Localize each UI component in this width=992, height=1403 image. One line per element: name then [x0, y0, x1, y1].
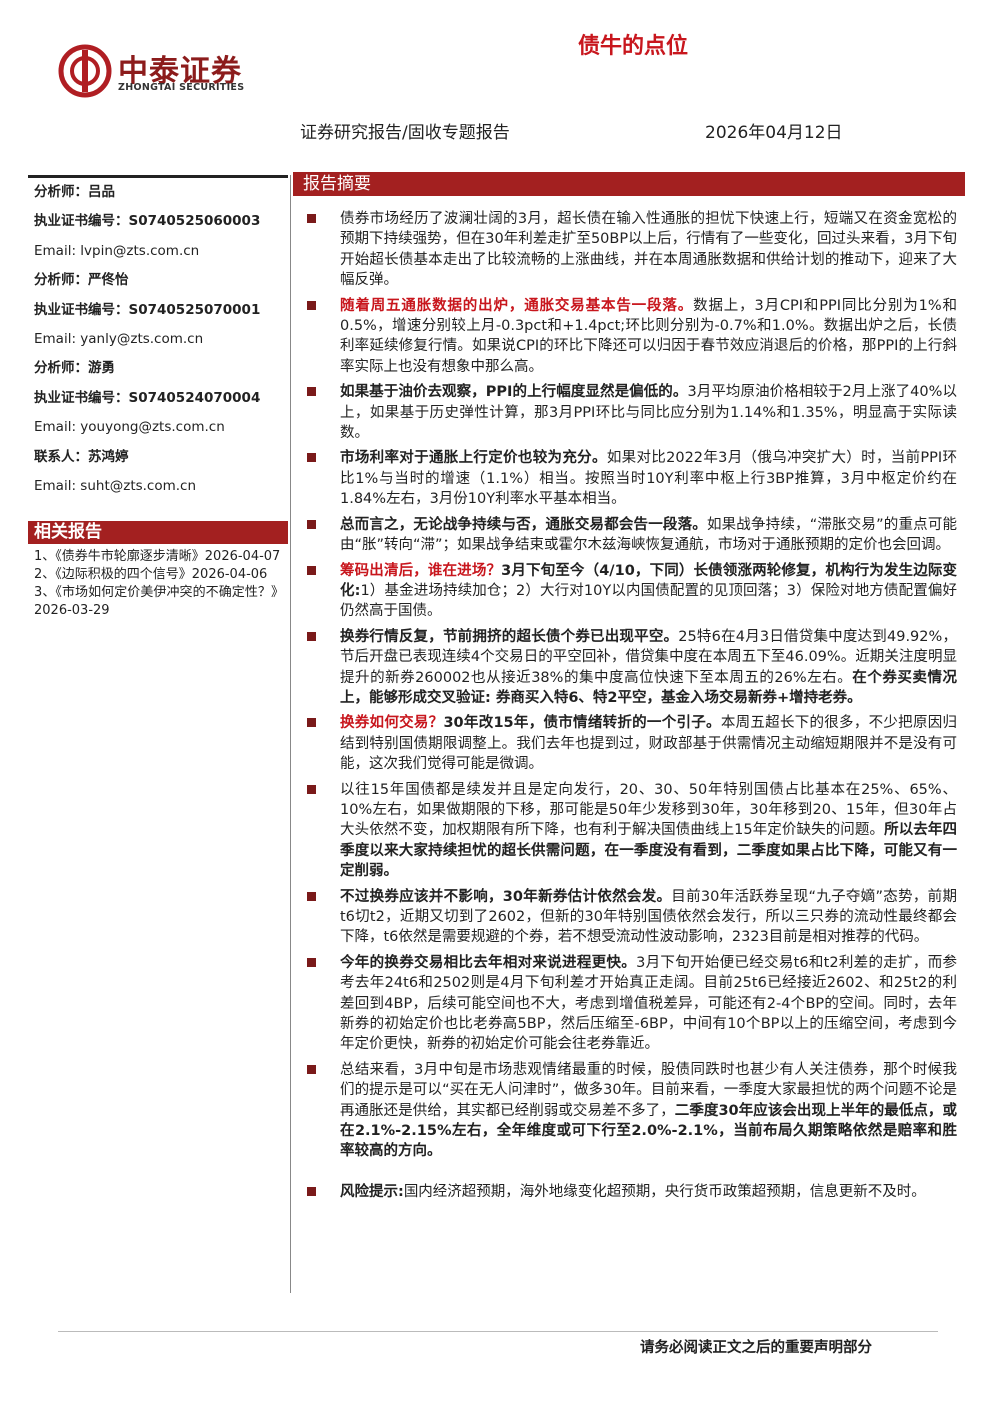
- bullet: 换券行情反复，节前拥挤的超长债个券已出现平空。25特6在4月3日借贷集中度达到4…: [293, 627, 965, 709]
- contact: 联系人：苏鸿婷: [34, 448, 129, 465]
- sidebar: 分析师：吕品执业证书编号：S0740525060003 Email: lvpin@…: [28, 175, 288, 620]
- text-run: 总结来看，3月中旬是市场悲观情绪最重的时候，股债同跌时也甚少有人关注债券，那个时…: [340, 1061, 957, 1119]
- summary: 报告摘要 债券市场经历了波澜壮阔的3月，超长债在输入性通胀的担忧下快速上行，短端…: [293, 172, 965, 1207]
- bullet-list: 债券市场经历了波澜壮阔的3月，超长债在输入性通胀的担忧下快速上行，短端又在资金宽…: [293, 209, 965, 1162]
- text-run: 不过换券应该并不影响，30年新券估计依然会发。: [340, 888, 672, 905]
- contact: 执业证书编号：S0740525070001: [34, 301, 261, 318]
- related-title: 1、《债券牛市轮廓逐步清晰》: [34, 549, 205, 565]
- date: 2026年04月12日: [705, 123, 843, 143]
- text-run: 市场利率对于通胀上行定价也较为充分。: [340, 450, 607, 467]
- text-run: 30年改15年，债市情绪转折的一个引子。: [443, 715, 721, 732]
- text-run: 3月下旬开始便已经交易t6和t2利差的走扩，而参考去年24t6和2502则是4月…: [340, 954, 958, 1053]
- bullet: 风险提示:国内经济超预期，海外地缘变化超预期，央行货币政策超预期，信息更新不及时…: [293, 1182, 965, 1202]
- text-run: 目前30年活跃券呈现“九子夺嫡”态势，前期t6切t2，近期又切到了2602，但新…: [340, 888, 957, 946]
- bullet: 今年的换券交易相比去年相对来说进程更快。3月下旬开始便已经交易t6和t2利差的走…: [293, 953, 965, 1055]
- bullet: 市场利率对于通胀上行定价也较为充分。如果对比2022年3月（俄乌冲突扩大）时，当…: [293, 448, 965, 509]
- text-run: 二季度30年应该会出现上半年的最低点，或在2.1%-2.15%左右，全年维度或可…: [340, 1102, 957, 1160]
- related-date: 2026-03-29: [34, 603, 110, 619]
- footer-line: [58, 1331, 938, 1332]
- related-date: 2026-04-07: [204, 549, 281, 565]
- text-run: 换券行情反复，节前拥挤的超长债个券已出现平空。: [340, 628, 679, 645]
- text-run: 数据上，3月CPI和PPI同比分别为1%和0.5%，增速分别较上月-0.3pct…: [340, 297, 958, 375]
- text-run: 如果基于油价去观察，PPI的上行幅度显然是偏低的。: [340, 384, 688, 401]
- contact: 分析师：严佟怡: [34, 272, 129, 289]
- bullet: 以往15年国债都是续发并且是定向发行，20、30、50年特别国债占比基本在25%…: [293, 780, 965, 882]
- text-run: 25特6在4月3日借贷集中度达到49.92%，节后开盘已表现连续4个交易日的平空…: [340, 628, 957, 686]
- contact: 执业证书编号：S0740525060003: [34, 213, 261, 230]
- text-run: 今年的换券交易相比去年相对来说进程更快。: [340, 954, 637, 971]
- bullet: 总而言之，无论战争持续与否，通胀交易都会告一段落。如果战争持续，“滞胀交易”的重…: [293, 515, 965, 556]
- text-run: 风险提示:: [340, 1183, 404, 1200]
- related-date: 2026-04-06: [191, 567, 268, 583]
- report-type: 证券研究报告/固收专题报告: [300, 123, 510, 143]
- bullet: 筹码出清后，谁在进场？3月下旬至今（4/10，下同）长债领涨两轮修复，机构行为发…: [293, 561, 965, 622]
- related-item: 2、《边际积极的四个信号》2026-04-06: [28, 566, 288, 584]
- text-run: 随着周五通胀数据的出炉，通胀交易基本告一段落。: [340, 297, 694, 314]
- contact: Email: suht@zts.com.cn: [34, 478, 197, 495]
- footer: 请务必阅读正文之后的重要声明部分: [640, 1340, 872, 1356]
- contact: 分析师：吕品: [34, 184, 115, 200]
- text-run: 如果对比2022年3月（俄乌冲突扩大）时，当前PPI环比1%与当时的增速（1.1…: [340, 450, 958, 508]
- logo-name: 中泰证券: [118, 54, 242, 89]
- title: 债牛的点位: [578, 34, 689, 59]
- bullet: 换券如何交易？30年改15年，债市情绪转折的一个引子。本周五超长下的很多，不少把…: [293, 713, 965, 774]
- text-run: 本周五超长下的很多，不少把原因归结到特别国债期限调整上。我们去年也提到过，财政部…: [340, 715, 958, 773]
- related-reports: 相关报告 1、《债券牛市轮廓逐步清晰》2026-04-07 2、《边际积极的四个信…: [28, 521, 288, 620]
- text-run: 总而言之，无论战争持续与否，通胀交易都会告一段落。: [340, 516, 707, 533]
- text-run: 以往15年国债都是续发并且是定向发行，20、30、50年特别国债占比基本在25%…: [340, 781, 957, 839]
- contact: Email: yanly@zts.com.cn: [34, 331, 204, 348]
- text-run: 换券如何交易？: [340, 715, 444, 732]
- related-title: 3、《市场如何定价美伊冲突的不确定性？》: [34, 585, 284, 601]
- related-item: 3、《市场如何定价美伊冲突的不确定性？》 2026-03-29: [28, 584, 288, 620]
- text-run: 3月下旬至今（4/10，下同）长债领涨两轮修复，机构行为发生边际变化:: [340, 562, 957, 599]
- bullet: 随着周五通胀数据的出炉，通胀交易基本告一段落。数据上，3月CPI和PPI同比分别…: [293, 296, 965, 378]
- summary-heading: 报告摘要: [293, 172, 965, 196]
- bullet: 总结来看，3月中旬是市场悲观情绪最重的时候，股债同跌时也甚少有人关注债券，那个时…: [293, 1060, 965, 1162]
- related-title: 2、《边际积极的四个信号》: [34, 567, 192, 583]
- related-heading: 相关报告: [28, 521, 288, 545]
- bullet: 不过换券应该并不影响，30年新券估计依然会发。目前30年活跃券呈现“九子夺嫡”态…: [293, 887, 965, 948]
- divider: [290, 175, 291, 1293]
- text-run: 1）基金进场持续加仓；2）大行对10Y以内国债配置的见顶回落；3）保险对地方债配…: [340, 582, 957, 620]
- bullet: 债券市场经历了波澜壮阔的3月，超长债在输入性通胀的担忧下快速上行，短端又在资金宽…: [293, 209, 965, 291]
- contact: Email: lvpin@zts.com.cn: [34, 242, 200, 259]
- related-item: 1、《债券牛市轮廓逐步清晰》2026-04-07: [28, 548, 288, 566]
- contacts: 分析师：吕品执业证书编号：S0740525060003 Email: lvpin@…: [28, 178, 288, 501]
- risk-note: 风险提示:国内经济超预期，海外地缘变化超预期，央行货币政策超预期，信息更新不及时…: [293, 1182, 965, 1202]
- text-run: 3月平均原油价格相较于2月上涨了40%以上，如果基于历史弹性计算，那3月PPI环…: [340, 384, 957, 442]
- contact: 分析师：游勇: [34, 360, 115, 377]
- contact: 执业证书编号：S0740524070004: [34, 389, 261, 406]
- logo-icon: [58, 44, 112, 98]
- text-run: 在个券买卖情况上，能够形成交叉验证: 券商买入特6、特2平空，基金入场交易新券+…: [340, 669, 958, 706]
- contact: Email: youyong@zts.com.cn: [34, 419, 225, 436]
- text-run: 筹码出清后，谁在进场？: [340, 562, 502, 579]
- text-run: 如果战争持续，“滞胀交易”的重点可能由“胀”转向“滞”；如果战争结束或霍尔木兹海…: [340, 516, 957, 554]
- text-run: 债券市场经历了波澜壮阔的3月，超长债在输入性通胀的担忧下快速上行，短端又在资金宽…: [340, 211, 957, 289]
- related-list: 1、《债券牛市轮廓逐步清晰》2026-04-07 2、《边际积极的四个信号》202…: [28, 548, 288, 620]
- text-run: 国内经济超预期，海外地缘变化超预期，央行货币政策超预期，信息更新不及时。: [403, 1183, 926, 1200]
- text-run: 所以去年四季度以来大家持续担忧的超长供需问题，在一季度没有看到，二季度如果占比下…: [340, 822, 958, 880]
- bullet: 如果基于油价去观察，PPI的上行幅度显然是偏低的。3月平均原油价格相较于2月上涨…: [293, 382, 965, 443]
- logo-en: ZHONGTAI SECURITIES: [118, 82, 245, 93]
